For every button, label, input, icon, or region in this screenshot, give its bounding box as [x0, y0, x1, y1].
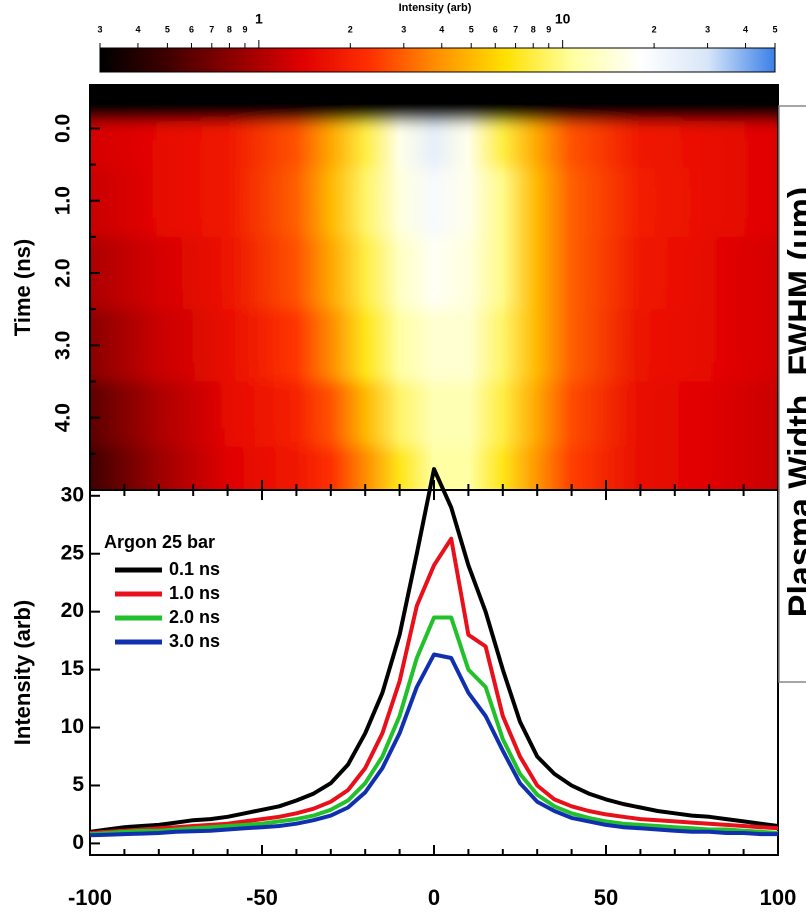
colorbar-tick-label: 6: [189, 24, 194, 34]
colorbar-tick-label: 8: [531, 24, 536, 34]
y-tick-label: 5: [72, 773, 84, 796]
heatmap-row: [90, 381, 778, 448]
x-tick-label: 0: [428, 885, 440, 910]
y-tick-label: 0: [72, 831, 84, 854]
y-tick-label: 0.0: [52, 114, 75, 143]
y-tick-label: 3.0: [52, 331, 75, 360]
y-axis-label: Intensity (arb): [10, 600, 35, 745]
series-line: [89, 652, 778, 838]
colorbar-tick-label: 1: [255, 11, 263, 27]
colorbar-tick-label: 8: [227, 24, 232, 34]
colorbar-tick-label: 2: [348, 24, 353, 34]
x-tick-label: 100: [760, 885, 797, 910]
colorbar-tick-label: 7: [513, 24, 518, 34]
colorbar-tick-label: 2: [652, 24, 657, 34]
colorbar-tick-label: 5: [772, 24, 777, 34]
colorbar-tick-label: 10: [555, 11, 571, 27]
heatmap-image: [90, 85, 778, 490]
y-tick-label: 1.0: [52, 186, 75, 215]
colorbar-tick-label: 4: [439, 24, 444, 34]
legend-label: 0.1 ns: [169, 559, 220, 579]
colorbar-tick-label: 6: [493, 24, 498, 34]
x-tick-label: 50: [594, 885, 618, 910]
y-tick-label: 25: [61, 541, 85, 564]
colorbar-tick-label: 5: [469, 24, 474, 34]
y-tick-label: 10: [61, 715, 84, 738]
y-tick-label: 2.0: [52, 258, 75, 287]
y-tick-label: 30: [61, 483, 84, 506]
colorbar-tick-label: 9: [242, 24, 247, 34]
series-line: [89, 615, 779, 837]
x-tick-label: -50: [246, 885, 278, 910]
y-tick-label: 20: [61, 599, 84, 622]
colorbar-title: Intensity (arb): [399, 2, 472, 14]
x-tick-label: -100: [68, 885, 112, 910]
legend-label: 2.0 ns: [169, 607, 220, 627]
heatmap-row: [90, 121, 778, 169]
colorbar-tick-label: 4: [743, 24, 748, 34]
side-panel: [778, 105, 806, 683]
side-panel-clip: Plasma Width, FWHM (μm): [782, 187, 806, 617]
side-panel-label: Plasma Width, FWHM (μm): [782, 187, 806, 617]
heatmap-row: [90, 168, 778, 238]
colorbar-tick-label: 5: [165, 24, 170, 34]
y-tick-label: 15: [61, 657, 85, 680]
y-tick-label: 4.0: [52, 403, 75, 432]
colorbar-tick-label: 9: [546, 24, 551, 34]
colorbar-tick-label: 3: [401, 24, 406, 34]
heatmap: [90, 85, 778, 490]
legend-title: Argon 25 bar: [104, 532, 215, 552]
series-line: [89, 467, 779, 834]
colorbar-tick-label: 4: [135, 24, 140, 34]
colorbar-tick-label: 3: [705, 24, 710, 34]
legend-label: 1.0 ns: [169, 583, 220, 603]
colorbar-tick-label: 7: [209, 24, 214, 34]
series-line: [89, 536, 779, 835]
heatmap-row: [90, 236, 778, 310]
heatmap-row: [90, 309, 778, 383]
colorbar-tick-label: 3: [97, 24, 102, 34]
colorbar: [99, 47, 776, 73]
legend-label: 3.0 ns: [169, 631, 220, 651]
y-axis-label: Time (ns): [10, 239, 35, 336]
